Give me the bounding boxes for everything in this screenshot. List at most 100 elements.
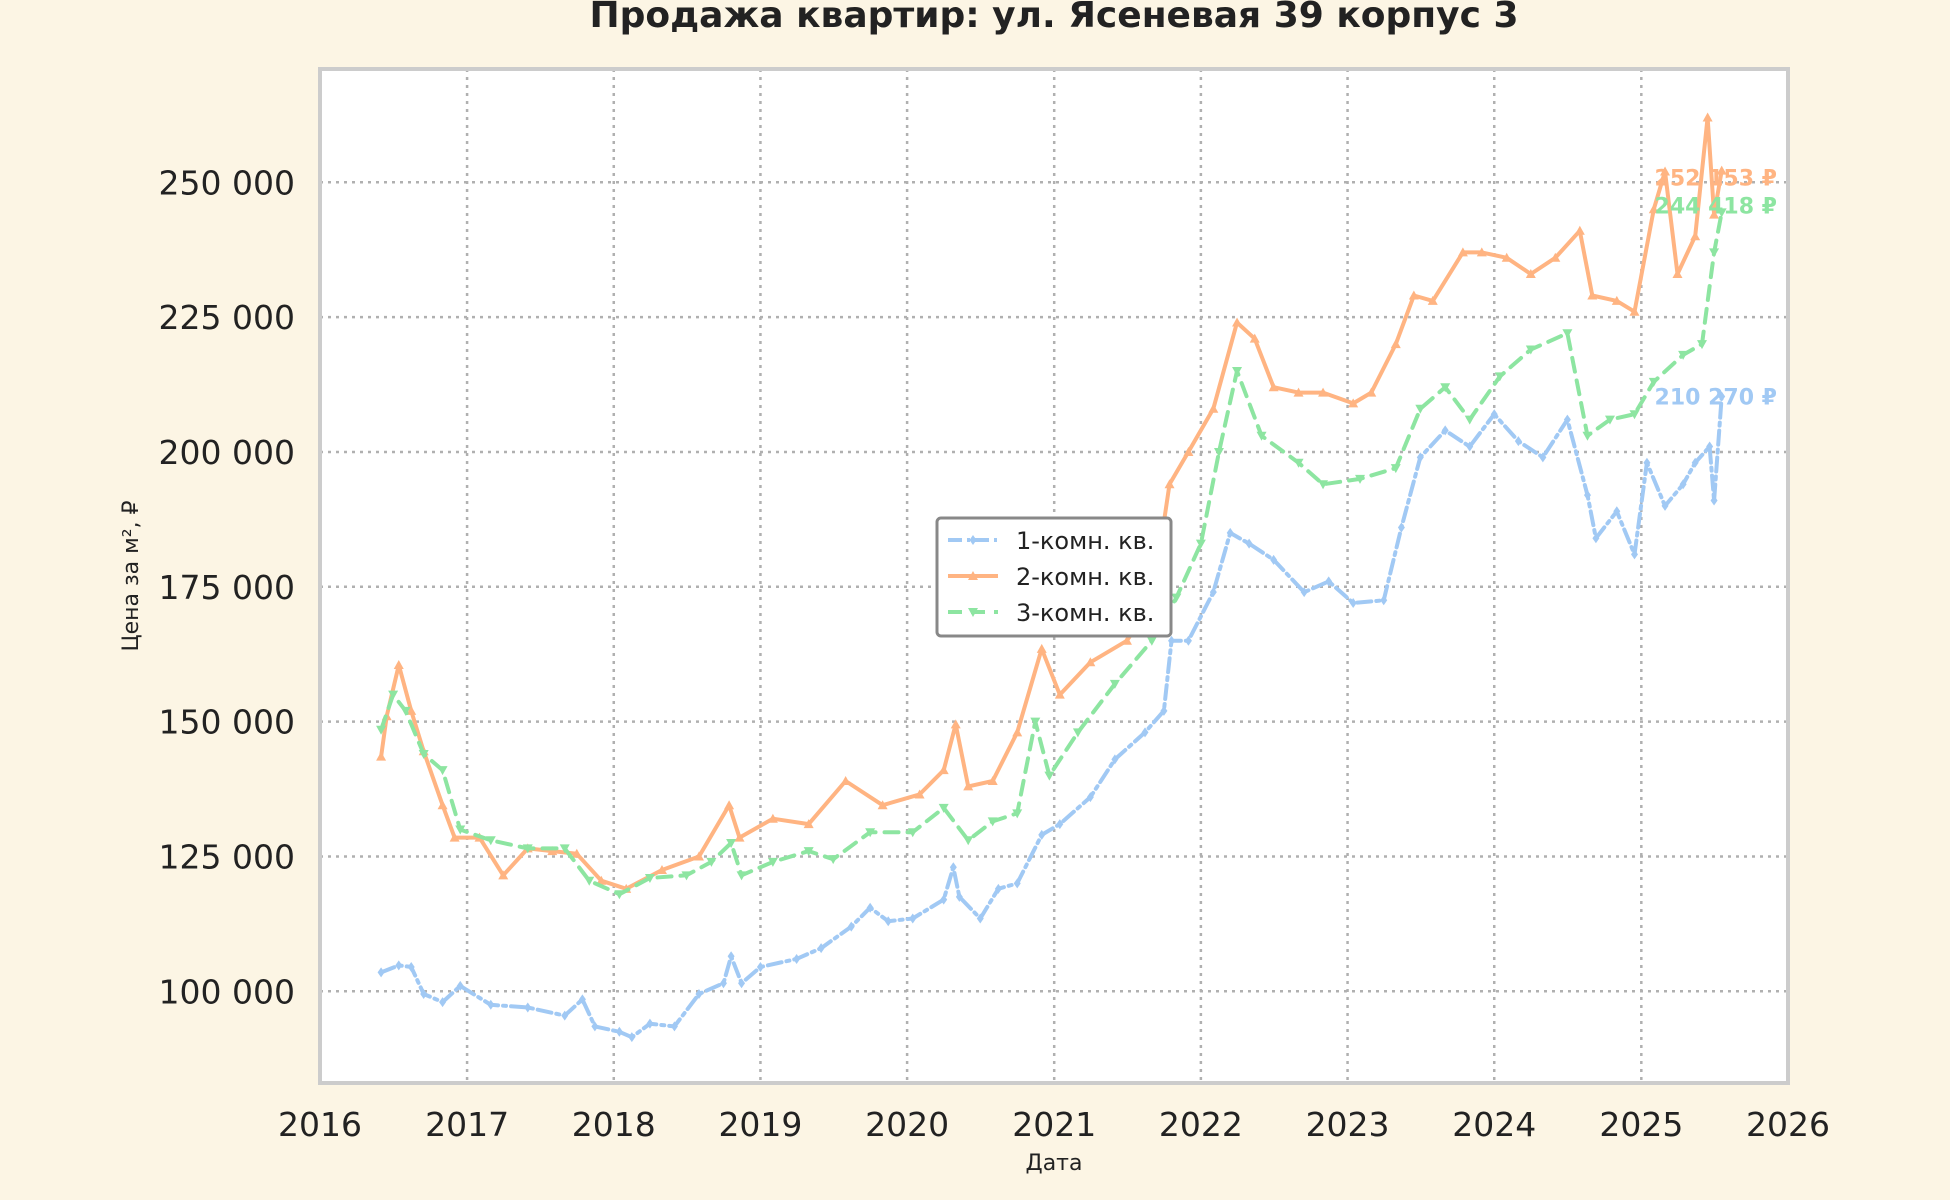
data-point <box>950 719 961 729</box>
data-point <box>437 800 448 810</box>
data-point <box>1490 409 1498 420</box>
x-tick-label: 2023 <box>1306 1105 1390 1144</box>
series-1 <box>377 391 1726 1043</box>
legend-marker <box>968 608 978 617</box>
data-point <box>376 751 387 761</box>
data-point <box>1464 415 1475 425</box>
data-point <box>719 978 727 989</box>
data-point <box>407 962 415 973</box>
end-value-label: 252 153 ₽ <box>1655 167 1777 192</box>
data-point <box>1293 458 1304 468</box>
data-point <box>1611 295 1622 305</box>
data-point <box>1168 635 1176 646</box>
data-point <box>1072 728 1083 738</box>
x-tick-label: 2020 <box>865 1105 949 1144</box>
data-point <box>727 951 735 962</box>
data-point <box>1709 248 1720 258</box>
data-point <box>1661 500 1669 511</box>
data-point <box>418 749 429 759</box>
data-point <box>498 870 509 880</box>
data-point <box>1408 290 1419 300</box>
data-point <box>1390 464 1401 474</box>
data-point <box>828 855 839 865</box>
data-point <box>1416 452 1424 463</box>
data-point <box>976 913 984 924</box>
data-point <box>866 902 874 913</box>
data-point <box>1232 367 1243 377</box>
data-point <box>547 846 558 856</box>
data-point <box>1691 457 1699 468</box>
x-tick-label: 2022 <box>1159 1105 1243 1144</box>
series-3 <box>376 208 1727 900</box>
data-point <box>1706 441 1714 452</box>
data-point <box>884 916 892 927</box>
legend-marker <box>969 535 977 545</box>
series-2 <box>376 112 1727 893</box>
x-tick-label: 2016 <box>278 1105 362 1144</box>
x-tick-label: 2025 <box>1599 1105 1683 1144</box>
data-point <box>734 832 745 842</box>
legend-label: 1-комн. кв. <box>1016 527 1154 555</box>
data-point <box>1038 829 1046 840</box>
data-point <box>1550 252 1561 262</box>
y-tick-label: 150 000 <box>159 703 295 742</box>
data-point <box>1245 538 1253 549</box>
data-point <box>1690 231 1701 241</box>
x-tick-label: 2021 <box>1012 1105 1096 1144</box>
data-point <box>1349 597 1357 608</box>
y-axis-ticks: 100 000 125 000 150 000 175 000 200 000 225 0… <box>159 163 295 1011</box>
data-point <box>1270 554 1278 565</box>
data-point <box>1208 403 1219 413</box>
data-point <box>1539 452 1547 463</box>
y-tick-label: 225 000 <box>159 298 295 337</box>
data-point <box>1300 587 1308 598</box>
x-axis-label: Дата <box>1026 1151 1083 1176</box>
data-point <box>1013 878 1021 889</box>
data-point <box>561 1010 569 1021</box>
data-point <box>1390 339 1401 349</box>
x-tick-label: 2019 <box>718 1105 802 1144</box>
data-point <box>1697 340 1708 350</box>
data-point <box>840 775 851 785</box>
data-point <box>1226 527 1234 538</box>
data-point <box>803 847 814 857</box>
y-tick-label: 125 000 <box>159 837 295 876</box>
data-point <box>1672 268 1683 278</box>
data-point <box>1563 414 1571 425</box>
data-point <box>1709 209 1720 219</box>
data-point <box>1718 391 1726 402</box>
data-point <box>877 800 888 810</box>
data-point <box>1209 587 1217 598</box>
data-point <box>767 813 778 823</box>
legend: 1-комн. кв. 2-комн. кв. 3-комн. кв. <box>935 516 1173 638</box>
data-point <box>456 980 464 991</box>
data-point <box>940 894 948 905</box>
data-point <box>559 844 570 854</box>
data-point <box>1366 387 1377 397</box>
data-point <box>1476 247 1487 257</box>
y-tick-label: 250 000 <box>159 163 295 202</box>
data-point <box>628 1032 636 1043</box>
data-point <box>847 921 855 932</box>
data-point <box>909 913 917 924</box>
data-point <box>615 1026 623 1037</box>
data-point <box>987 775 998 785</box>
x-tick-label: 2026 <box>1746 1105 1830 1144</box>
data-point <box>584 876 595 886</box>
data-point <box>524 1002 532 1013</box>
data-point <box>994 883 1002 894</box>
data-point <box>614 890 625 900</box>
data-point <box>406 705 417 715</box>
data-point <box>571 848 582 858</box>
y-tick-label: 100 000 <box>159 972 295 1011</box>
data-point <box>1440 383 1451 393</box>
data-point <box>803 819 814 829</box>
data-point <box>395 960 403 971</box>
data-point <box>1164 479 1175 489</box>
data-point <box>487 999 495 1010</box>
data-point <box>907 828 918 838</box>
data-point <box>1213 447 1224 457</box>
data-point <box>1583 490 1591 501</box>
data-point <box>1184 635 1192 646</box>
data-point <box>695 989 703 1000</box>
